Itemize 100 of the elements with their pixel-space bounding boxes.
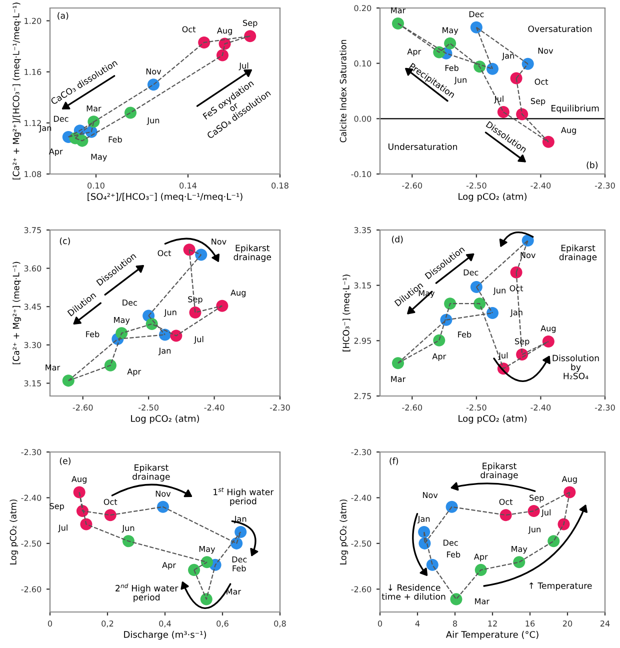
data-label: May [114, 317, 130, 325]
x-tick-label: 24 [600, 620, 610, 626]
data-label: Aug [230, 290, 246, 298]
data-label: Mar [46, 364, 60, 371]
data-label: Sep [243, 20, 258, 28]
data-label: Apr [48, 148, 63, 156]
x-tick-label: -2.40 [530, 404, 551, 411]
annotation: (f) [390, 457, 398, 466]
y-axis-title: Log pCO₂ (atm) [340, 500, 348, 564]
data-label: Apr [162, 562, 176, 570]
data-label: Apr [474, 554, 488, 562]
x-tick-label: 16 [526, 620, 535, 627]
data-label: Nov [520, 252, 536, 258]
x-tick-label: -2.60 [402, 182, 422, 189]
x-tick-label: 0,8 [274, 620, 286, 628]
data-label: Oct [510, 285, 524, 292]
annotation: Dissolution by H₂SO₄ [552, 354, 599, 380]
data-label: Feb [458, 331, 472, 338]
annotation: (d) [392, 236, 403, 244]
data-label: Nov [156, 490, 171, 497]
x-tick-label: -2.50 [466, 182, 486, 189]
y-tick-label: 0.00 [354, 116, 372, 122]
data-label: Jan [417, 516, 430, 524]
data-label: Dec [122, 300, 137, 306]
data-label: Apr [407, 48, 422, 56]
data-label: Oct [158, 250, 172, 256]
data-label: Feb [232, 565, 246, 572]
data-label: Dec [232, 556, 247, 562]
data-label: Sep [188, 296, 202, 304]
y-tick-label: 3.30 [24, 342, 42, 348]
data-label: Jul [194, 336, 204, 344]
data-label: Apr [432, 353, 446, 361]
x-tick-label: 20 [562, 620, 572, 627]
y-tick-label: 3.35 [354, 227, 371, 234]
x-tick-label: 0,2 [102, 620, 114, 628]
annotation: ↑ Temperature [530, 582, 592, 591]
x-tick-label: 0 [48, 620, 52, 627]
x-tick-label: -2.50 [466, 404, 486, 411]
x-tick-label: -2.30 [594, 404, 615, 411]
y-tick-label: -2.60 [351, 586, 372, 592]
data-label: Dec [444, 540, 458, 546]
x-axis-title: Log pCO₂ (atm) [458, 192, 526, 202]
annotation: Epikarst drainage [480, 462, 518, 480]
data-label: Sep [530, 494, 544, 502]
y-tick-label: 2.95 [354, 338, 371, 344]
annotation: Epikarst drainage [132, 464, 170, 482]
data-label: Jul [58, 524, 68, 532]
data-label: May [91, 154, 107, 162]
y-tick-label: 3.75 [24, 227, 41, 234]
x-tick-label: -2.60 [72, 404, 93, 411]
y-tick-label: -2.30 [21, 449, 42, 456]
data-label: Jul [541, 509, 550, 517]
data-label: Aug [72, 476, 86, 484]
data-label: May [512, 546, 528, 554]
data-label: Jun [146, 117, 160, 125]
x-axis-title: Air Temperature (°C) [446, 630, 538, 640]
data-label: Jun [493, 287, 506, 295]
x-tick-label: 0.10 [88, 182, 104, 189]
data-label: Jul [498, 352, 508, 360]
data-label: Jun [454, 76, 466, 84]
data-label: Jan [38, 124, 52, 132]
data-label: Jan [502, 52, 514, 60]
data-label: Dec [469, 11, 484, 18]
y-tick-label: 1.12 [24, 120, 41, 126]
data-label: Dec [54, 116, 68, 122]
data-label: May [199, 546, 216, 554]
data-label: Mar [391, 376, 406, 382]
y-tick-label: -2.40 [351, 494, 372, 501]
x-tick-label: 4 [415, 620, 420, 626]
ref-line-label: Equilibrium [552, 104, 599, 114]
data-label: Nov [538, 48, 554, 54]
data-label: Dec [464, 269, 478, 276]
y-tick-label: 3.15 [354, 282, 371, 289]
x-tick-label: 12 [488, 620, 497, 626]
y-tick-label: -2.60 [21, 586, 42, 592]
annotation: ↓ Residence time + dilution [382, 584, 446, 600]
annotation: 1$^{st}$ High water period [214, 488, 274, 506]
annotation: Undersaturation [388, 143, 458, 150]
data-label: Nov [146, 68, 162, 74]
annotation: Oversaturation [528, 25, 592, 32]
y-tick-label: 3.45 [24, 304, 41, 310]
data-label: Oct [182, 26, 196, 32]
x-axis-title: Log pCO₂ (atm) [131, 414, 199, 424]
y-tick-label: -0.10 [351, 171, 372, 178]
data-label: Mar [86, 105, 102, 112]
y-tick-label: -2.50 [21, 540, 42, 547]
x-tick-label: -2.50 [138, 404, 158, 411]
x-tick-label: -2.30 [594, 182, 615, 189]
y-tick-label: -2.40 [21, 494, 42, 501]
y-tick-label: 1.20 [24, 18, 42, 24]
y-tick-label: 3.60 [24, 265, 42, 272]
data-label: Aug [560, 127, 576, 135]
data-label: Feb [86, 330, 100, 338]
data-label: Jul [494, 96, 504, 104]
data-label: Mar [391, 7, 406, 14]
data-label: Feb [447, 551, 460, 558]
annotation: (c) [60, 237, 70, 246]
x-tick-label: 0,6 [216, 620, 228, 628]
y-axis-title: [Ca²⁺ + Mg²⁺]/[HCO₃⁻] (meq·L⁻¹/meq·L⁻¹) [12, 2, 21, 180]
annotation: (b) [586, 162, 598, 170]
